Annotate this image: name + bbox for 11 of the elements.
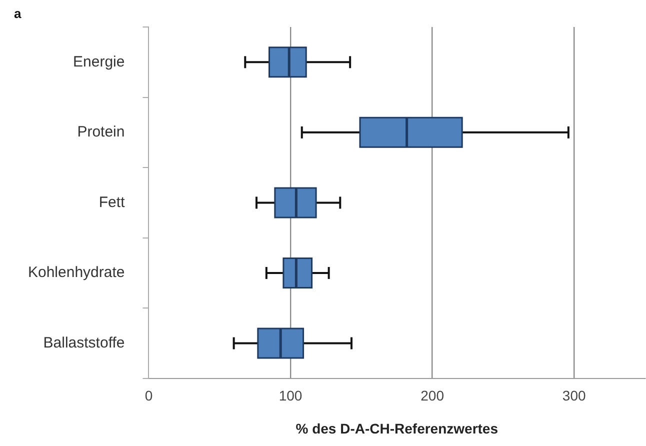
y-tick-label: Energie: [73, 53, 125, 70]
y-tick-label: Fett: [98, 194, 126, 211]
x-tick-label: 300: [562, 388, 586, 404]
text: a: [14, 6, 22, 22]
x-tick-label: 100: [278, 388, 302, 404]
x-tick-label: 200: [420, 388, 444, 404]
x-tick-label: 0: [144, 388, 153, 404]
x-axis-title: % des D-A-CH-Referenzwertes: [296, 420, 498, 436]
y-tick-label: Protein: [77, 124, 125, 141]
y-tick-label: Kohlenhydrate: [28, 264, 125, 282]
y-tick-label: Ballaststoffe: [43, 334, 125, 352]
